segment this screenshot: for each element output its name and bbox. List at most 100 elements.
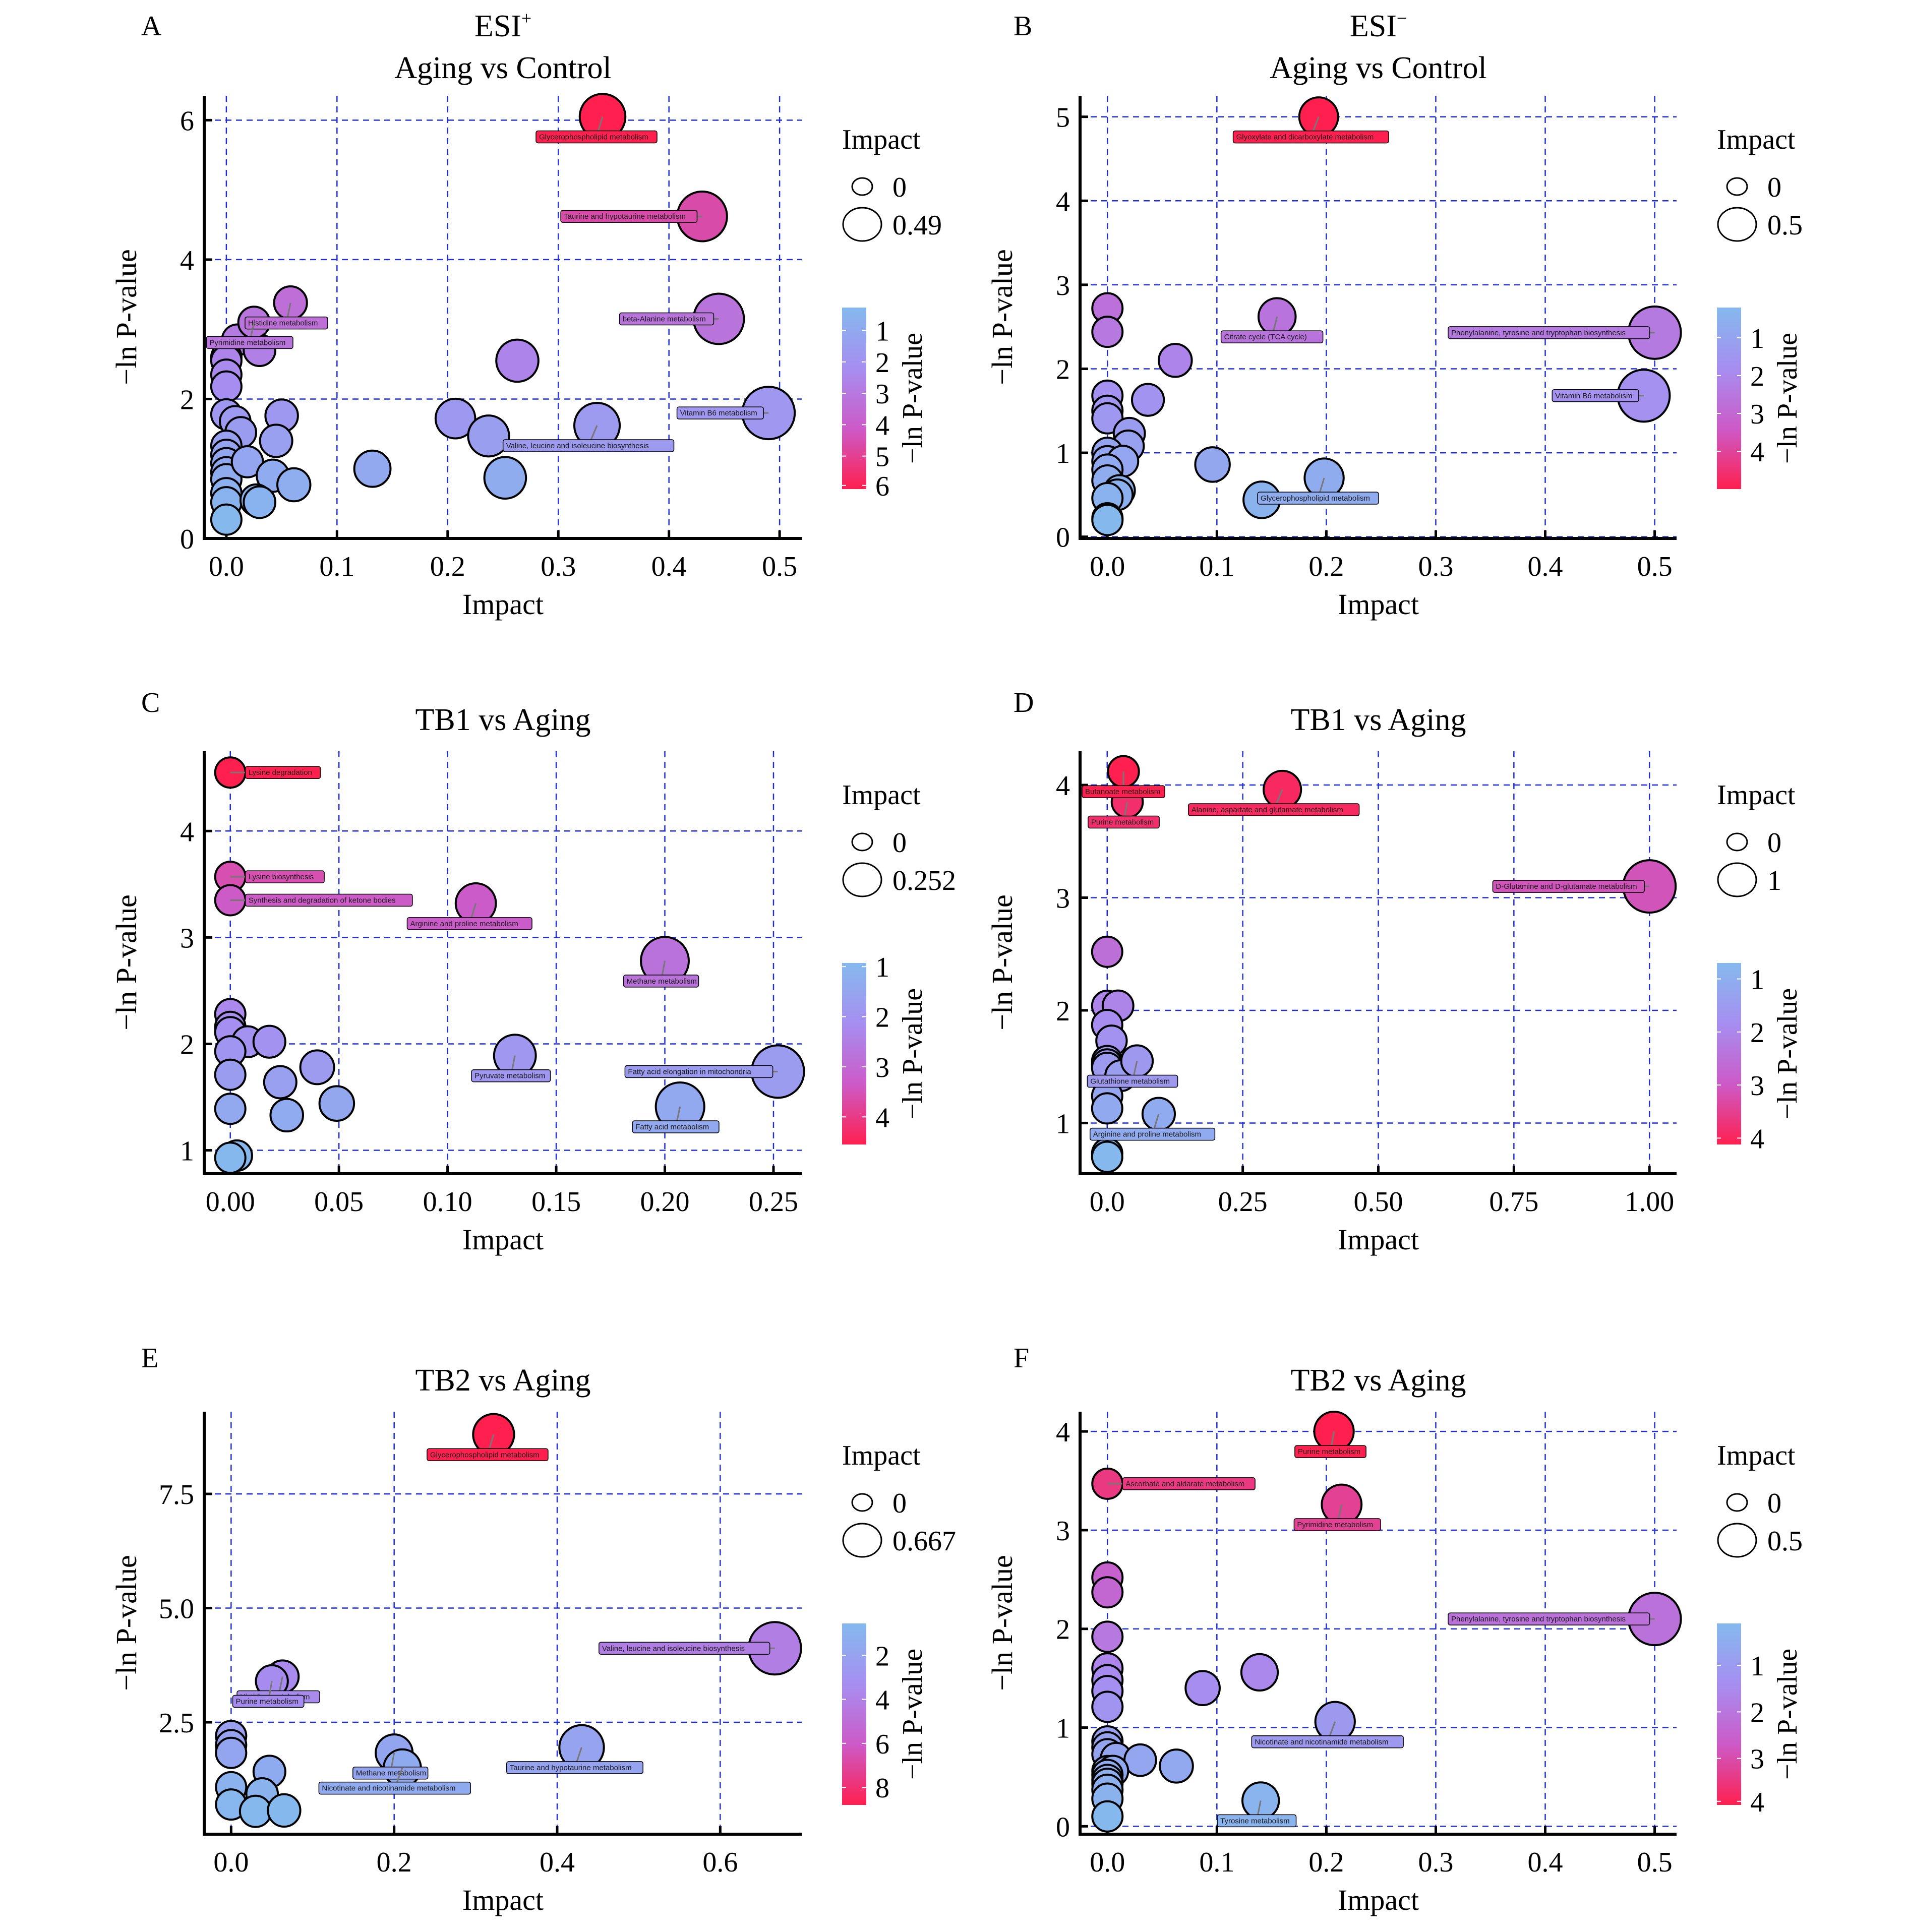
chart-title: Aging vs Control — [1270, 51, 1487, 85]
pathway-label-box — [352, 1766, 429, 1780]
data-point — [259, 424, 293, 458]
y-tick-label: 4 — [1056, 1417, 1070, 1448]
pathway-label-box — [1188, 803, 1360, 816]
x-tick-label: 1.00 — [1625, 1186, 1674, 1218]
pathway-label-box — [245, 870, 325, 883]
data-point — [1158, 343, 1193, 378]
y-tick-label: 7.5 — [159, 1479, 194, 1511]
y-tick-label: 5 — [1056, 102, 1070, 134]
data-point — [467, 414, 510, 458]
pathway-label-box — [1492, 880, 1645, 893]
y-tick-label: 4 — [180, 245, 194, 276]
data-point — [1120, 1044, 1154, 1078]
data-point — [1091, 1140, 1123, 1173]
pathway-label: Glycerophospholipid metabolism — [1261, 494, 1370, 503]
size-legend-label: 0 — [1767, 827, 1781, 859]
x-tick-label: 0.0 — [1090, 551, 1125, 582]
x-tick-label: 0.75 — [1489, 1186, 1538, 1218]
color-bar-tick-label: 1 — [875, 952, 889, 983]
y-tick-label: 3 — [180, 923, 194, 954]
pathway-label: Glycerophospholipid metabolism — [430, 1451, 540, 1459]
data-point — [214, 1093, 247, 1125]
pathway-label-box — [676, 406, 764, 419]
data-point — [214, 1141, 247, 1174]
y-tick-label: 4 — [1056, 770, 1070, 802]
size-legend-label: 0.252 — [892, 865, 956, 896]
data-point — [1240, 1653, 1279, 1692]
pathway-label: Lysine biosynthesis — [249, 873, 314, 881]
title-mode-superscript: + — [521, 8, 531, 28]
color-bar-tick-label: 2 — [875, 1002, 889, 1033]
x-tick-label: 0.0 — [213, 1847, 249, 1878]
x-tick-label: 0.2 — [1308, 1847, 1344, 1878]
pathway-label: Arginine and proline metabolism — [410, 920, 518, 928]
panel-letter: A — [141, 11, 162, 42]
pathway-label: Vitamin B6 metabolism — [680, 409, 757, 417]
size-legend-title: Impact — [842, 124, 921, 155]
x-tick-label: 0.3 — [541, 551, 576, 582]
data-point — [1091, 1800, 1124, 1833]
y-tick-label: 3 — [1056, 1516, 1070, 1547]
panel-f: F TB2 vs Aging 0.0 0.1 0.2 0.3 0.4 0.5 0 1 2 3 4 Impa… — [986, 1343, 1803, 1916]
x-tick-label: 0.6 — [702, 1847, 738, 1878]
x-tick-label: 0.4 — [540, 1847, 575, 1878]
data-point — [1241, 1781, 1280, 1820]
pathway-label-box — [1220, 330, 1324, 343]
y-tick-label: 2 — [1056, 354, 1070, 385]
size-legend-label: 0 — [892, 827, 907, 859]
size-legend-title: Impact — [842, 1440, 921, 1471]
pathway-label: Phenylalanine, tyrosine and tryptophan b… — [1451, 1615, 1626, 1623]
data-point — [269, 1098, 305, 1133]
data-point — [276, 467, 312, 503]
size-legend-label: 0.5 — [1767, 210, 1803, 241]
size-legend-large-circle — [842, 862, 882, 897]
pathway-label-box — [506, 1761, 643, 1774]
pathway-label-box — [1088, 815, 1160, 829]
size-legend-large-circle — [1717, 862, 1757, 897]
x-tick-label: 0.10 — [423, 1186, 472, 1218]
data-point — [1091, 1092, 1123, 1125]
y-tick-label: 3 — [1056, 270, 1070, 301]
x-tick-label: 0.1 — [1199, 551, 1234, 582]
y-tick-label: 4 — [180, 816, 194, 848]
data-point — [1194, 446, 1231, 483]
panel-a: A ESI+ Aging vs Control 0.0 0.1 0.2 0.3 0.4 0.5 0… — [110, 8, 942, 621]
x-tick-label: 0.05 — [314, 1186, 364, 1218]
y-axis-title: −ln P-value — [110, 1555, 143, 1691]
size-legend-label: 0.667 — [892, 1526, 956, 1557]
size-legend-small-circle — [1726, 177, 1748, 196]
pathway-label: Purine metabolism — [236, 1698, 299, 1706]
x-tick-label: 0.5 — [762, 551, 797, 582]
x-tick-label: 0.5 — [1637, 1847, 1673, 1878]
y-tick-label: 1 — [1056, 1108, 1070, 1139]
color-legend-title: −ln P-value — [897, 1649, 928, 1780]
data-point — [1130, 383, 1165, 417]
data-point — [252, 1024, 286, 1059]
color-bar-tick-label: 4 — [875, 410, 889, 441]
size-legend-label: 0 — [892, 172, 907, 203]
pathway-label: Tyrosine metabolism — [1220, 1817, 1290, 1825]
chart-title-mode: ESI+ — [474, 8, 531, 43]
title-mode-text: ESI — [1350, 9, 1397, 43]
color-legend-title: −ln P-value — [1772, 988, 1803, 1119]
panel-letter: D — [1014, 687, 1034, 718]
pathway-label: Methane metabolism — [356, 1769, 426, 1778]
size-legend-label: 0.5 — [1767, 1526, 1803, 1557]
y-tick-label: 1 — [1056, 1713, 1070, 1744]
pathway-label: Valine, leucine and isoleucine biosynthe… — [506, 442, 649, 450]
color-bar-tick-label: 4 — [875, 1102, 889, 1133]
x-tick-label: 0.0 — [209, 551, 244, 582]
color-bar-tick-label: 6 — [875, 471, 889, 502]
y-tick-label: 5.0 — [159, 1594, 194, 1625]
pathway-label: Fatty acid metabolism — [635, 1123, 709, 1131]
pathway-label: Citrate cycle (TCA cycle) — [1224, 333, 1307, 341]
y-tick-label: 0 — [1056, 1812, 1070, 1843]
size-legend-title: Impact — [1717, 124, 1796, 155]
x-tick-label: 0.4 — [1528, 1847, 1563, 1878]
pathway-label: Fatty acid elongation in mitochondria — [628, 1067, 751, 1076]
pathway-label-box — [1293, 1518, 1381, 1531]
data-point — [1141, 1097, 1176, 1131]
x-tick-label: 0.15 — [531, 1186, 581, 1218]
y-tick-label: 2 — [1056, 1614, 1070, 1646]
